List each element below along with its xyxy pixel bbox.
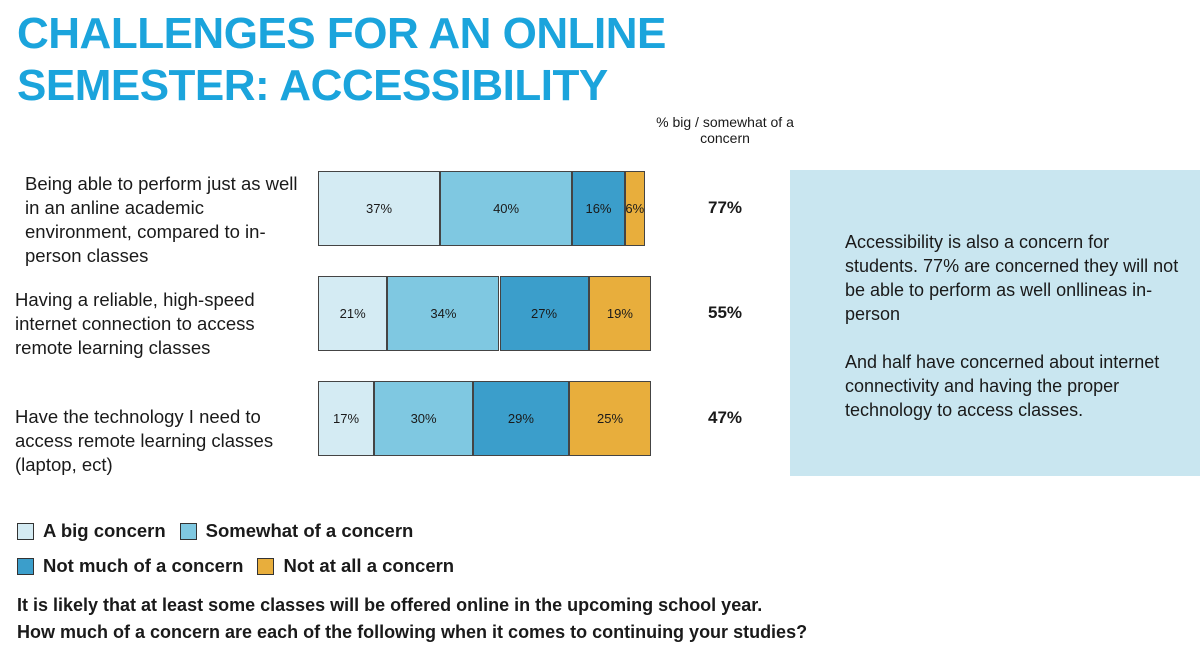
totals-title: % big / somewhat of a concern	[656, 114, 794, 146]
value-label: 17%	[333, 411, 360, 426]
chart-title: CHALLENGES FOR AN ONLINE SEMESTER: ACCES…	[17, 9, 666, 110]
legend-row: Not much of a concern Not at all a concer…	[17, 555, 468, 577]
note-box: Accessibility is also a concern for stud…	[790, 170, 1200, 476]
value-label: 21%	[339, 306, 366, 321]
category-label: Being able to perform just as well in an…	[25, 173, 298, 266]
bar-segment: 34%	[387, 276, 500, 351]
total-label: 55%	[707, 303, 743, 322]
note-text: And half have concerned about internet c…	[845, 352, 1160, 420]
legend-label: A big concern	[43, 520, 166, 541]
question: How much of a concern are each of the fo…	[17, 622, 808, 642]
total-label: 77%	[707, 198, 743, 217]
value-label: 29%	[507, 411, 534, 426]
legend-label: Somewhat of a concern	[205, 520, 414, 541]
note-text: Accessibility is also a concern for stud…	[845, 232, 1179, 324]
legend: A big concern Somewhat of a concern Not mu…	[17, 520, 468, 590]
bar-segment: 29%	[473, 381, 569, 456]
bar-segment: 30%	[374, 381, 474, 456]
bar-segment: 6%	[624, 171, 645, 246]
bar-segment: 40%	[440, 171, 573, 246]
bar-segment: 21%	[318, 276, 388, 351]
legend-row: A big concern Somewhat of a concern	[17, 520, 468, 542]
value-label: 6%	[625, 201, 645, 216]
category-label: Have the technology I need to access rem…	[15, 406, 274, 475]
value-label: 30%	[410, 411, 437, 426]
value-label: 19%	[606, 306, 633, 321]
value-label: 25%	[597, 411, 624, 426]
legend-item: A big concern	[17, 520, 166, 542]
question: It is likely that at least some classes …	[17, 595, 763, 615]
value-label: 37%	[366, 201, 393, 216]
legend-swatch	[179, 522, 197, 540]
bar-segment: 27%	[499, 276, 589, 351]
bar-segment: 17%	[318, 381, 375, 456]
total-label: 47%	[707, 408, 743, 427]
value-label: 16%	[585, 201, 612, 216]
legend-swatch	[17, 522, 34, 540]
legend-swatch	[257, 557, 275, 575]
value-label: 27%	[531, 306, 558, 321]
category-label: Having a reliable, high-speed internet c…	[15, 289, 255, 358]
legend-label: Not much of a concern	[43, 555, 244, 576]
bar-segment: 16%	[572, 171, 625, 246]
legend-label: Not at all a concern	[283, 555, 455, 576]
bar-segment: 19%	[588, 276, 652, 351]
legend-swatch	[17, 557, 34, 575]
value-label: 40%	[493, 201, 520, 216]
legend-item: Somewhat of a concern	[179, 520, 414, 542]
bar-segment: 37%	[318, 171, 441, 246]
legend-item: Not much of a concern	[17, 555, 243, 577]
value-label: 34%	[430, 306, 457, 321]
legend-item: Not at all a concern	[257, 555, 454, 577]
bar-segment: 25%	[568, 381, 652, 456]
